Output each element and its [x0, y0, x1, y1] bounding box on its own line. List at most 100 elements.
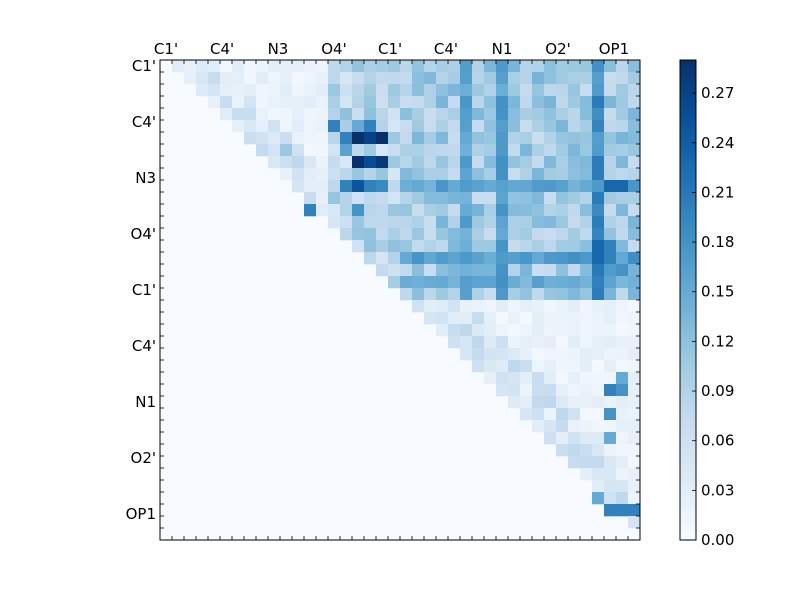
- heatmap-cell: [328, 204, 341, 217]
- heatmap-cell: [532, 60, 545, 73]
- heatmap-cell: [388, 180, 401, 193]
- heatmap-cell: [616, 168, 629, 181]
- heatmap-cell: [472, 300, 485, 313]
- heatmap-cell: [328, 60, 341, 73]
- heatmap-cell: [400, 288, 413, 301]
- heatmap-cell: [388, 216, 401, 229]
- heatmap-cell: [292, 144, 305, 157]
- heatmap-cell: [316, 72, 329, 85]
- heatmap-cell: [304, 84, 317, 97]
- heatmap-cell: [412, 60, 425, 73]
- heatmap-cell: [556, 324, 569, 337]
- heatmap-cell: [628, 192, 641, 205]
- heatmap-cell: [544, 348, 557, 361]
- heatmap-cell: [304, 192, 317, 205]
- heatmap-cell: [424, 276, 437, 289]
- heatmap-cell: [256, 84, 269, 97]
- heatmap-cell: [340, 192, 353, 205]
- heatmap-cell: [508, 360, 521, 373]
- heatmap-cell: [532, 348, 545, 361]
- heatmap-cell: [568, 120, 581, 133]
- heatmap-cell: [232, 120, 245, 133]
- heatmap-cell: [388, 156, 401, 169]
- heatmap-cell: [568, 72, 581, 85]
- heatmap-cell: [616, 396, 629, 409]
- heatmap-cell: [364, 108, 377, 121]
- heatmap-cell: [412, 84, 425, 97]
- heatmap-cell: [388, 192, 401, 205]
- heatmap-cell: [532, 120, 545, 133]
- heatmap-cell: [196, 72, 209, 85]
- heatmap-cell: [508, 180, 521, 193]
- heatmap-cell: [484, 120, 497, 133]
- heatmap-cell: [616, 264, 629, 277]
- heatmap-cell: [568, 432, 581, 445]
- heatmap-cell: [580, 288, 593, 301]
- heatmap-cell: [280, 156, 293, 169]
- heatmap-cell: [292, 132, 305, 145]
- heatmap-cell: [412, 156, 425, 169]
- heatmap-cell: [580, 216, 593, 229]
- heatmap-cell: [508, 156, 521, 169]
- heatmap-cell: [568, 264, 581, 277]
- heatmap-cell: [328, 144, 341, 157]
- heatmap-cell: [520, 204, 533, 217]
- heatmap-cell: [580, 336, 593, 349]
- heatmap-cell: [532, 360, 545, 373]
- heatmap-cell: [196, 60, 209, 73]
- heatmap-cell: [580, 192, 593, 205]
- heatmap-cell: [496, 360, 509, 373]
- heatmap-cell: [508, 288, 521, 301]
- heatmap-cell: [436, 252, 449, 265]
- heatmap-cell: [580, 228, 593, 241]
- heatmap-cell: [472, 336, 485, 349]
- heatmap-cell: [412, 180, 425, 193]
- heatmap-cell: [484, 156, 497, 169]
- heatmap-cell: [472, 216, 485, 229]
- heatmap-cell: [436, 96, 449, 109]
- heatmap-cell: [196, 84, 209, 97]
- heatmap-cell: [292, 120, 305, 133]
- heatmap-cell: [316, 132, 329, 145]
- heatmap-cell: [472, 288, 485, 301]
- heatmap-cell: [532, 300, 545, 313]
- heatmap-cell: [532, 204, 545, 217]
- heatmap-cell: [328, 168, 341, 181]
- heatmap-cell: [412, 108, 425, 121]
- heatmap-cell: [580, 96, 593, 109]
- heatmap-cell: [472, 60, 485, 73]
- heatmap-cell: [508, 96, 521, 109]
- heatmap-cell: [616, 300, 629, 313]
- heatmap-cell: [628, 312, 641, 325]
- heatmap-cell: [364, 96, 377, 109]
- heatmap-cell: [460, 228, 473, 241]
- heatmap-cell: [496, 228, 509, 241]
- heatmap-cell: [460, 144, 473, 157]
- heatmap-cell: [544, 228, 557, 241]
- heatmap-cell: [628, 384, 641, 397]
- heatmap-cell: [556, 72, 569, 85]
- heatmap-cell: [460, 312, 473, 325]
- x-tick-label: O4': [321, 40, 346, 58]
- heatmap-cell: [496, 120, 509, 133]
- heatmap-cell: [400, 276, 413, 289]
- heatmap-cell: [472, 312, 485, 325]
- heatmap-cell: [544, 120, 557, 133]
- heatmap-cell: [328, 132, 341, 145]
- heatmap-cell: [592, 96, 605, 109]
- heatmap-cell: [256, 120, 269, 133]
- heatmap-cell: [592, 336, 605, 349]
- heatmap-cell: [616, 120, 629, 133]
- heatmap-cell: [628, 504, 641, 517]
- heatmap-cell: [268, 108, 281, 121]
- colorbar-tick-label: 0.00: [701, 531, 734, 549]
- heatmap-cell: [520, 300, 533, 313]
- heatmap-cell: [544, 420, 557, 433]
- heatmap-cell: [568, 228, 581, 241]
- heatmap-cell: [376, 132, 389, 145]
- heatmap-cell: [316, 60, 329, 73]
- heatmap-cell: [256, 108, 269, 121]
- heatmap-cell: [268, 84, 281, 97]
- heatmap-cell: [424, 252, 437, 265]
- heatmap-cell: [520, 60, 533, 73]
